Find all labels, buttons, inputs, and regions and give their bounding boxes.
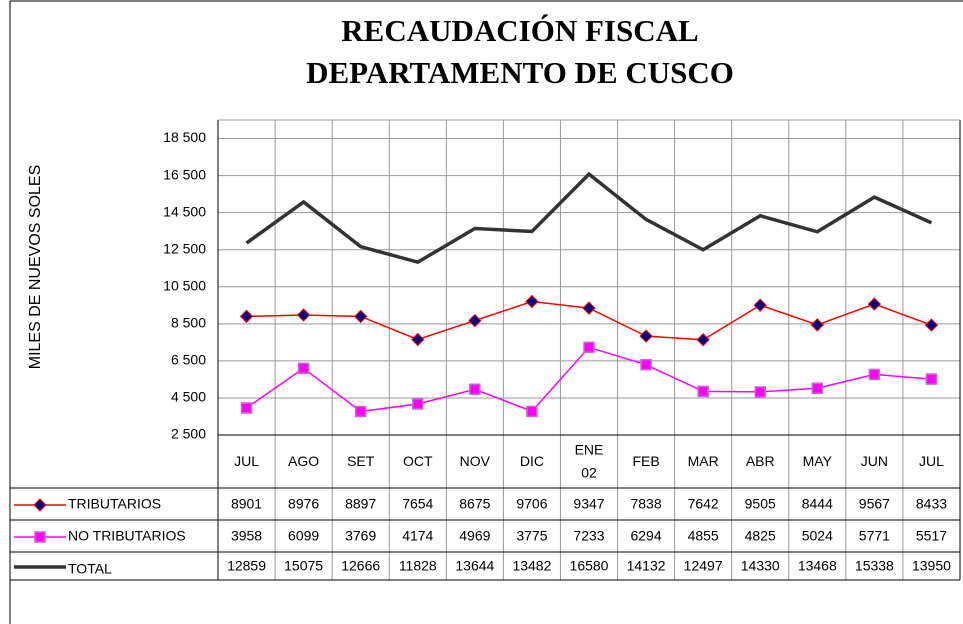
table-value: 12497	[684, 558, 723, 574]
y-tick-label: 10 500	[163, 277, 206, 293]
x-tick-label: MAR	[688, 453, 719, 469]
y-tick-label: 4 500	[171, 389, 206, 405]
marker	[924, 318, 939, 332]
table-value: 5517	[916, 528, 947, 544]
marker	[868, 368, 881, 381]
marker	[925, 373, 938, 385]
table-value: 14330	[741, 558, 780, 574]
table-value: 7642	[688, 496, 719, 512]
table-value: 8444	[802, 496, 833, 512]
table-value: 12859	[227, 558, 266, 574]
table-value: 4825	[745, 528, 776, 544]
y-tick-label: 8 500	[171, 315, 206, 331]
legend-marker	[33, 498, 47, 512]
x-tick-label: NOV	[460, 453, 491, 469]
table-value: 5771	[859, 528, 890, 544]
table-value: 9505	[745, 496, 776, 512]
table-value: 15338	[855, 558, 894, 574]
marker	[468, 313, 482, 328]
marker	[354, 405, 367, 418]
table-value: 13482	[512, 558, 551, 574]
marker	[640, 358, 652, 371]
x-tick-label: JUL	[919, 453, 944, 469]
table-value: 4969	[459, 528, 490, 544]
x-tick-label: ENE 02	[575, 441, 604, 480]
chart-title: DEPARTAMENTO DE CUSCO	[306, 55, 734, 90]
table-value: 4855	[688, 528, 719, 544]
table-value: 8433	[916, 496, 947, 512]
marker	[240, 402, 253, 414]
marker	[526, 405, 538, 418]
legend-label: TOTAL	[68, 561, 112, 577]
table-value: 6294	[630, 528, 661, 544]
table-value: 3769	[345, 528, 376, 544]
table-value: 16580	[570, 558, 609, 574]
table-value: 13468	[798, 558, 837, 574]
marker	[582, 301, 596, 315]
series-line	[246, 346, 932, 413]
table-value: 9706	[516, 496, 547, 512]
x-tick-label: JUN	[861, 453, 888, 469]
y-axis-label: MILES DE NUEVOS SOLES	[27, 165, 44, 370]
x-tick-label: ABR	[746, 453, 775, 469]
table-value: 8901	[231, 496, 262, 512]
marker	[696, 333, 710, 347]
table-value: 13950	[912, 558, 951, 574]
marker	[810, 318, 825, 332]
x-tick-label: DIC	[520, 453, 544, 469]
table-value: 15075	[284, 558, 323, 574]
x-tick-label: SET	[347, 453, 375, 469]
marker	[754, 386, 766, 398]
y-tick-label: 6 500	[171, 352, 206, 368]
table-value: 8675	[459, 496, 490, 512]
chart-frame	[9, 0, 963, 624]
chart-title: RECAUDACIÓN FISCAL	[341, 13, 698, 48]
table-value: 13644	[455, 558, 494, 574]
marker	[525, 294, 539, 309]
marker	[296, 308, 311, 322]
marker	[469, 383, 481, 396]
x-tick-label: JUL	[234, 453, 259, 469]
table-value: 3775	[516, 528, 547, 544]
table-value: 12666	[341, 558, 380, 574]
legend-marker	[34, 531, 46, 543]
table-value: 9567	[859, 496, 890, 512]
table-value: 8897	[345, 496, 376, 512]
table-value: 7654	[402, 496, 433, 512]
table-value: 11828	[399, 558, 437, 574]
y-tick-label: 12 500	[163, 240, 206, 256]
y-tick-label: 16 500	[163, 166, 206, 182]
marker	[297, 362, 310, 375]
y-tick-label: 18 500	[163, 129, 206, 145]
y-tick-label: 14 500	[163, 203, 206, 219]
table-value: 7838	[630, 496, 661, 512]
marker	[811, 382, 824, 394]
marker	[353, 309, 368, 324]
x-tick-label: OCT	[403, 453, 433, 469]
marker	[583, 341, 595, 354]
marker	[753, 298, 767, 312]
table-value: 4174	[402, 528, 433, 544]
y-tick-label: 2 500	[171, 426, 206, 442]
legend-label: NO TRIBUTARIOS	[68, 528, 186, 544]
marker	[867, 297, 882, 311]
table-value: 3958	[231, 528, 262, 544]
x-tick-label: AGO	[288, 453, 319, 469]
x-tick-label: FEB	[632, 453, 659, 469]
marker	[411, 332, 425, 347]
table-value: 5024	[802, 528, 833, 544]
marker	[639, 329, 653, 343]
table-value: 9347	[573, 496, 604, 512]
table-value: 6099	[288, 528, 319, 544]
table-value: 8976	[288, 496, 319, 512]
x-tick-label: MAY	[803, 453, 833, 469]
marker	[239, 309, 254, 324]
series-line	[245, 171, 933, 265]
table-value: 14132	[627, 558, 666, 574]
marker	[412, 398, 424, 410]
table-value: 7233	[573, 528, 604, 544]
legend-label: TRIBUTARIOS	[68, 496, 161, 512]
marker	[697, 385, 709, 398]
